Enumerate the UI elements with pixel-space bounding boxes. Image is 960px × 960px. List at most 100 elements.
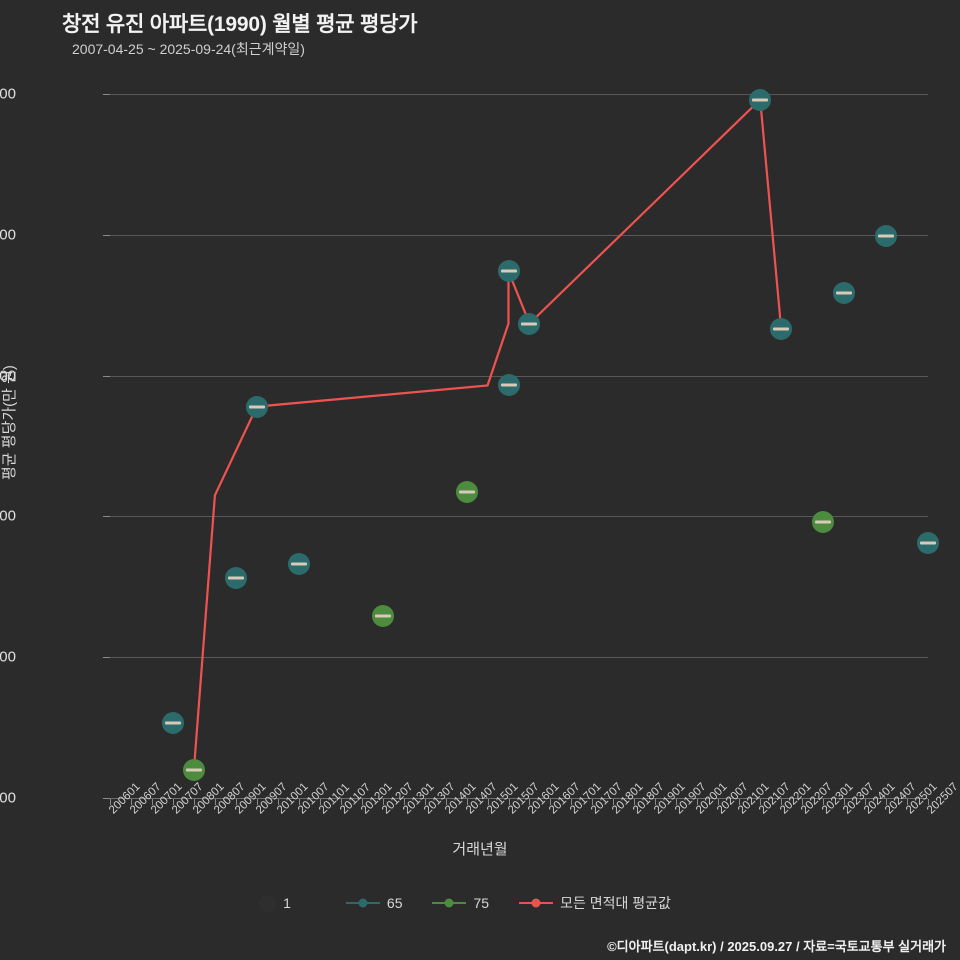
y-tick-mark	[103, 234, 110, 236]
data-point-marker[interactable]	[455, 481, 478, 504]
legend-item[interactable]: 65	[345, 895, 403, 911]
point-value-bar	[374, 614, 391, 618]
point-value-bar	[500, 269, 517, 273]
data-point-marker[interactable]	[497, 260, 520, 283]
data-point-marker[interactable]	[749, 88, 772, 111]
y-tick-mark	[103, 657, 110, 659]
x-tick-mark	[928, 799, 929, 805]
x-tick-mark	[529, 799, 531, 805]
point-value-bar	[458, 490, 475, 494]
legend-line-dot-icon	[531, 898, 541, 908]
x-tick-mark	[739, 799, 741, 805]
y-tick-mark	[103, 94, 110, 95]
legend-line-icon	[345, 898, 380, 908]
x-tick-mark	[676, 799, 678, 805]
x-tick-mark	[907, 799, 909, 805]
data-point-marker[interactable]	[182, 758, 205, 781]
legend-line-icon	[432, 898, 467, 908]
legend-label: 65	[386, 895, 403, 911]
point-value-bar	[290, 562, 307, 566]
point-value-bar	[878, 234, 895, 238]
average-trend-line	[192, 97, 783, 770]
y-tick-label: 700	[0, 85, 16, 103]
x-tick-mark	[655, 799, 657, 805]
page-title: 창전 유진 아파트(1990) 월별 평균 평당가	[62, 13, 418, 36]
legend-label: 75	[473, 895, 490, 911]
data-point-marker[interactable]	[917, 532, 939, 555]
y-tick-label: 500	[0, 367, 16, 385]
point-value-bar	[920, 541, 936, 545]
x-tick-mark	[214, 799, 216, 805]
x-tick-mark	[865, 799, 867, 805]
legend-label: 1	[283, 895, 291, 911]
x-tick-mark	[298, 799, 300, 805]
x-tick-mark	[760, 799, 762, 805]
x-tick-mark	[235, 799, 237, 805]
x-tick-mark	[466, 799, 468, 805]
footer-credit: ©디아파트(dapt.kr) / 2025.09.27 / 자료=국토교통부 실…	[607, 939, 946, 954]
gridline	[110, 375, 928, 377]
data-point-marker[interactable]	[833, 281, 856, 304]
x-tick-mark	[361, 799, 363, 805]
x-tick-mark	[424, 799, 426, 805]
data-point-marker[interactable]	[875, 225, 898, 248]
legend-item[interactable]: 75	[432, 895, 489, 911]
y-tick-mark	[103, 798, 110, 799]
data-point-marker[interactable]	[161, 712, 184, 735]
y-tick-label: 600	[0, 226, 16, 244]
x-tick-mark	[508, 799, 510, 805]
x-tick-mark	[256, 799, 258, 805]
point-value-bar	[500, 383, 517, 387]
x-tick-mark	[613, 799, 615, 805]
x-tick-mark	[802, 799, 804, 805]
x-tick-mark	[130, 799, 132, 805]
x-tick-mark	[718, 799, 720, 805]
y-tick-label: 400	[0, 507, 16, 525]
x-axis-line	[110, 798, 928, 799]
x-tick-mark	[172, 799, 174, 805]
y-tick-label: 300	[0, 648, 16, 666]
data-point-marker[interactable]	[770, 318, 793, 341]
data-point-marker[interactable]	[812, 511, 835, 534]
point-value-bar	[752, 98, 769, 102]
data-point-marker[interactable]	[287, 553, 310, 576]
gridline	[110, 94, 928, 95]
x-tick-mark	[110, 799, 111, 805]
x-tick-mark	[340, 799, 342, 805]
x-tick-mark	[781, 799, 783, 805]
x-tick-mark	[445, 799, 447, 805]
legend-line-icon	[519, 898, 554, 908]
x-tick-mark	[844, 799, 846, 805]
point-value-bar	[521, 322, 538, 325]
x-tick-mark	[382, 799, 384, 805]
x-tick-mark	[823, 799, 825, 805]
point-value-bar	[248, 405, 265, 409]
legend-item[interactable]: 1	[259, 894, 291, 912]
x-tick-mark	[487, 799, 489, 805]
point-value-bar	[836, 291, 853, 295]
legend-line-dot-icon	[358, 898, 368, 908]
point-value-bar	[164, 721, 181, 725]
legend-item[interactable]: 모든 면적대 평균값	[519, 893, 671, 913]
data-point-marker[interactable]	[371, 605, 394, 628]
chart-subtitle: 2007-04-25 ~ 2025-09-24(최근계약일)	[72, 41, 305, 57]
legend-line-dot-icon	[444, 898, 454, 908]
x-tick-mark	[277, 799, 279, 805]
legend-label: 모든 면적대 평균값	[560, 895, 671, 911]
x-axis-label: 거래년월	[452, 841, 508, 858]
data-point-marker[interactable]	[245, 395, 268, 418]
x-tick-mark	[571, 799, 573, 805]
x-tick-mark	[319, 799, 321, 805]
chart-legend: 1 65 75 모든 면적대 평균값	[0, 893, 960, 913]
x-tick-mark	[193, 799, 195, 805]
data-point-marker[interactable]	[518, 312, 541, 335]
data-point-marker[interactable]	[224, 567, 247, 590]
y-tick-mark	[103, 516, 110, 518]
point-value-bar	[227, 576, 244, 580]
point-value-bar	[773, 327, 790, 331]
x-tick-mark	[550, 799, 552, 805]
data-point-marker[interactable]	[497, 374, 520, 397]
x-tick-mark	[886, 799, 888, 805]
